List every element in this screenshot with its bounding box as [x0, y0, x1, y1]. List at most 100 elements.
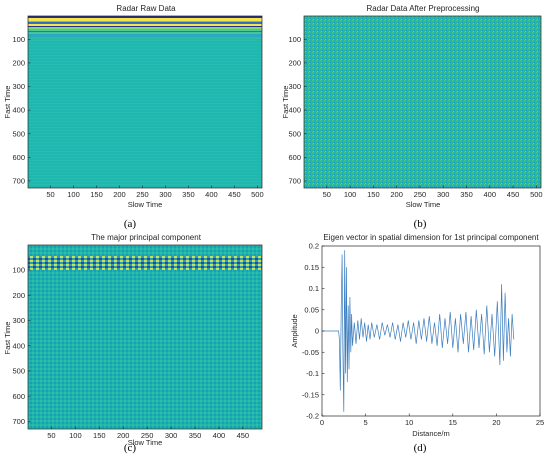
caption-b: (b) [414, 218, 427, 230]
ytick-label: 300 [12, 82, 25, 91]
ytick-label: -0.1 [306, 369, 319, 378]
yticks-d: -0.2 -0.15 -0.1 -0.05 0 0.05 0.1 0.15 0.2 [302, 242, 325, 421]
xtick-label: 400 [205, 190, 218, 199]
ytick-label: 600 [12, 392, 25, 401]
title-c: The major principal component [91, 233, 202, 242]
ytick-label: 700 [288, 177, 301, 186]
xtick-label: 200 [117, 431, 130, 440]
ytick-label: 700 [12, 417, 25, 426]
caption-d: (d) [414, 442, 427, 454]
xtick-label: 15 [449, 418, 457, 427]
xticks-b: 50 100 150 200 250 300 350 400 450 500 [323, 185, 543, 199]
ytick-label: 0 [315, 327, 319, 336]
ytick-label: 600 [12, 153, 25, 162]
xticks-c: 50 100 150 200 250 300 350 400 450 [47, 426, 250, 440]
plot-frame-a [27, 15, 263, 189]
ytick-label: 400 [12, 341, 25, 350]
xtick-label: 250 [136, 190, 149, 199]
xtick-label: 400 [213, 431, 226, 440]
xtick-label: 250 [141, 431, 154, 440]
heatmap-c [28, 245, 262, 429]
ylabel-a: Fast Time [3, 86, 12, 119]
ytick-label: 200 [288, 59, 301, 68]
heatmap-b [304, 16, 541, 188]
ytick-label: 0.15 [304, 263, 319, 272]
xtick-label: 10 [405, 418, 413, 427]
ytick-label: 500 [12, 367, 25, 376]
heatmap-a [28, 16, 262, 188]
xtick-label: 150 [367, 190, 380, 199]
title-a: Radar Raw Data [116, 4, 176, 13]
xtick-label: 300 [165, 431, 178, 440]
ytick-label: -0.05 [302, 348, 319, 357]
xlabel-b: Slow Time [406, 200, 441, 209]
xtick-label: 150 [93, 431, 106, 440]
raw-bands-a [28, 16, 262, 39]
panel-b: Radar Data After Preprocessing 50 100 150 2… [281, 4, 543, 209]
xlabel-d: Distance/m [412, 429, 450, 438]
xlabel-a: Slow Time [128, 200, 163, 209]
xtick-label: 500 [530, 190, 543, 199]
ytick-label: 700 [12, 177, 25, 186]
xticks-d: 0 5 10 15 20 25 [320, 413, 544, 427]
yticks-c: 100 200 300 400 500 600 700 [12, 266, 31, 426]
ylabel-c: Fast Time [3, 322, 12, 355]
eigenvector-line [322, 250, 515, 412]
xtick-label: 300 [437, 190, 450, 199]
xtick-label: 250 [414, 190, 427, 199]
panel-d: Eigen vector in spatial dimension for 1s… [290, 233, 544, 438]
ylabel-b: Fast Time [281, 86, 290, 119]
xtick-label: 100 [69, 431, 82, 440]
yticks-a: 100 200 300 400 500 600 700 [12, 35, 31, 186]
ytick-label: 100 [12, 266, 25, 275]
ylabel-d: Amplitude [290, 314, 299, 347]
xticks-a: 50 100 150 200 250 300 350 400 450 500 [46, 185, 264, 199]
xtick-label: 350 [460, 190, 473, 199]
xtick-label: 450 [507, 190, 520, 199]
ytick-label: 300 [288, 82, 301, 91]
ytick-label: 500 [288, 129, 301, 138]
xtick-label: 350 [182, 190, 195, 199]
xtick-label: 20 [492, 418, 500, 427]
title-d: Eigen vector in spatial dimension for 1s… [323, 233, 539, 242]
xtick-label: 0 [320, 418, 324, 427]
ytick-label: 0.2 [309, 242, 319, 251]
ytick-label: 600 [288, 153, 301, 162]
ytick-label: 0.05 [304, 305, 319, 314]
panel-a: Radar Raw Data 50 100 150 200 250 300 350 400 45… [3, 4, 264, 209]
xtick-label: 150 [90, 190, 103, 199]
ytick-label: 200 [12, 291, 25, 300]
panel-c: The major principal component 50 100 150 20… [3, 233, 263, 447]
xtick-label: 100 [67, 190, 80, 199]
plot-frame-b [303, 15, 542, 189]
ytick-label: 100 [12, 35, 25, 44]
ytick-label: -0.15 [302, 390, 319, 399]
ytick-label: 200 [12, 59, 25, 68]
ytick-label: 0.1 [309, 284, 319, 293]
xtick-label: 300 [159, 190, 172, 199]
xtick-label: 350 [189, 431, 202, 440]
xtick-label: 25 [536, 418, 544, 427]
plot-frame-c [27, 244, 263, 430]
xlabel-c: Slow Time [128, 438, 163, 447]
ytick-label: -0.2 [306, 412, 319, 421]
caption-c: (c) [124, 442, 137, 454]
ytick-label: 400 [288, 106, 301, 115]
ytick-label: 300 [12, 316, 25, 325]
xtick-label: 400 [484, 190, 497, 199]
xtick-label: 100 [344, 190, 357, 199]
xtick-label: 50 [46, 190, 54, 199]
ytick-label: 500 [12, 129, 25, 138]
ytick-label: 400 [12, 106, 25, 115]
xtick-label: 200 [390, 190, 403, 199]
xtick-label: 50 [323, 190, 331, 199]
xtick-label: 450 [228, 190, 241, 199]
xtick-label: 200 [113, 190, 126, 199]
principal-band-c [28, 256, 262, 270]
caption-a: (a) [124, 218, 137, 230]
ytick-label: 100 [288, 35, 301, 44]
xtick-label: 450 [237, 431, 250, 440]
xtick-label: 5 [364, 418, 368, 427]
xtick-label: 50 [47, 431, 55, 440]
